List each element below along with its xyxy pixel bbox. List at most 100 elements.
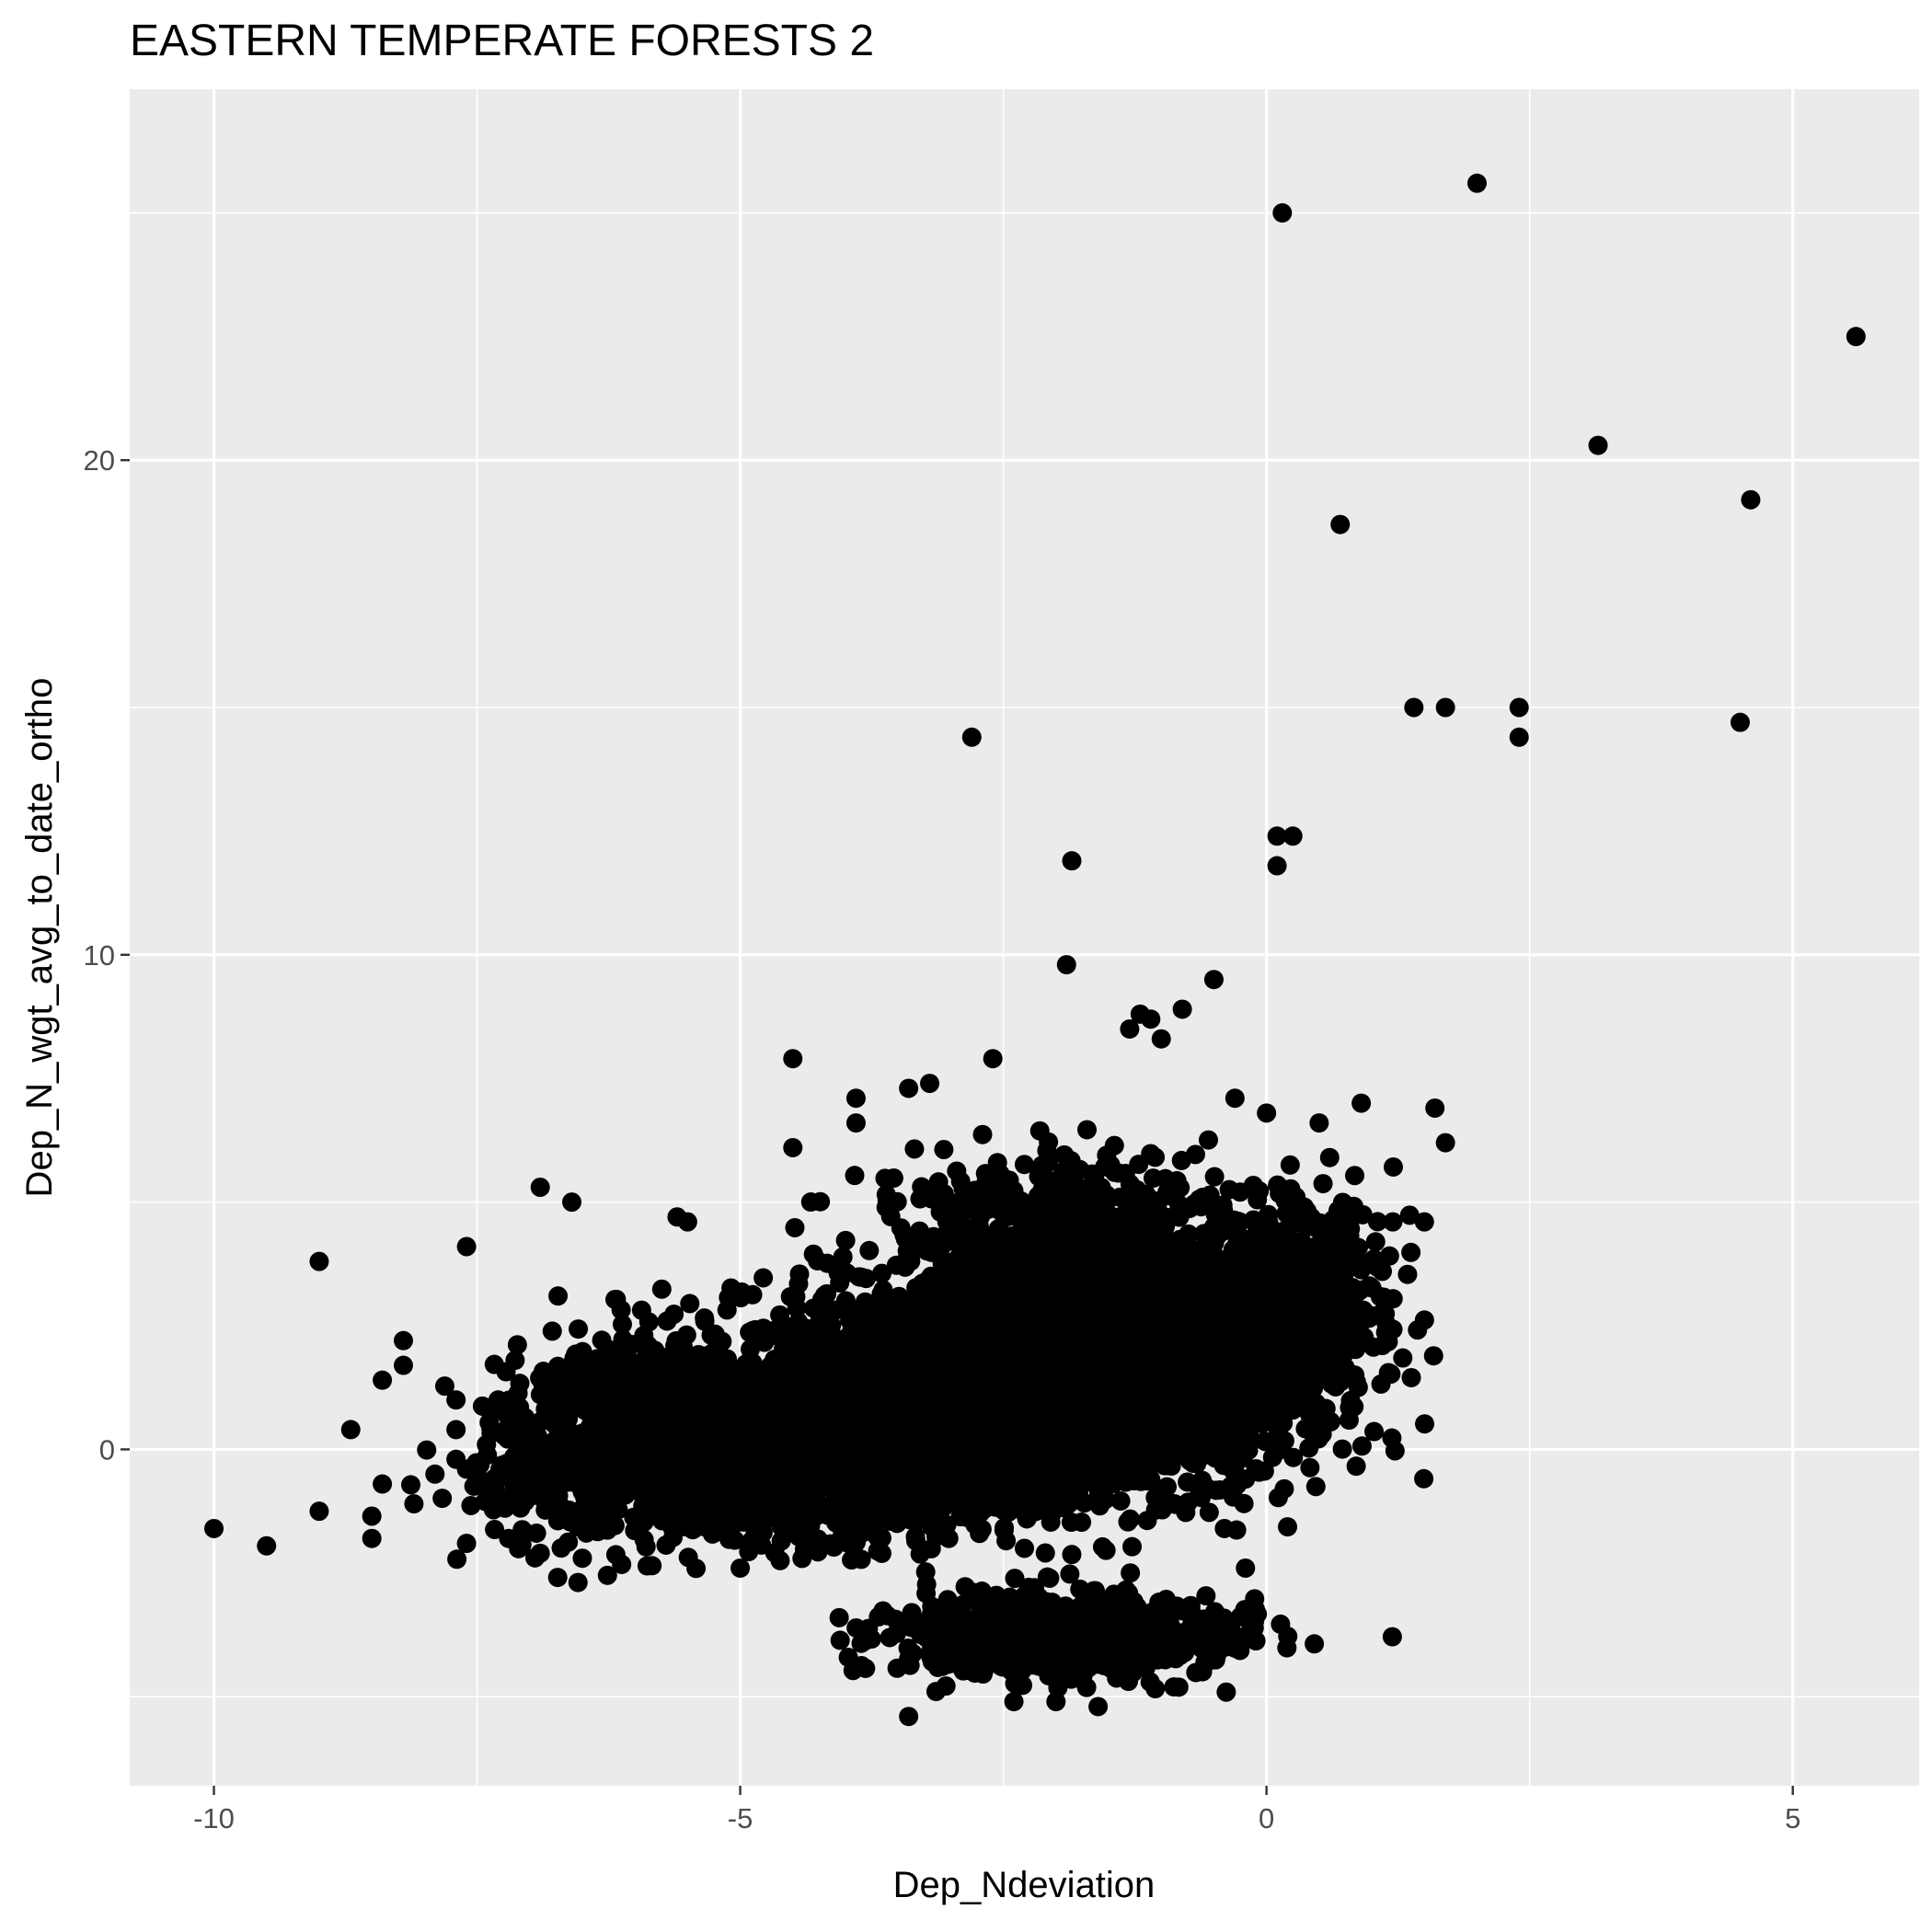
data-point (884, 1476, 904, 1496)
data-point (719, 1529, 740, 1549)
data-point (1408, 1320, 1428, 1340)
data-point (1050, 1411, 1070, 1432)
data-point (883, 1510, 903, 1530)
data-point (605, 1545, 626, 1565)
data-point (792, 1328, 812, 1349)
data-point (680, 1294, 700, 1314)
data-point (1122, 1536, 1143, 1557)
data-point (849, 1372, 869, 1392)
data-point (895, 1497, 915, 1517)
data-point (1339, 1410, 1359, 1431)
data-point (905, 1526, 926, 1547)
data-point (816, 1346, 836, 1366)
data-point (417, 1440, 437, 1460)
data-point (788, 1273, 809, 1294)
data-point (799, 1468, 819, 1489)
data-point (857, 1479, 877, 1500)
data-point (1104, 1473, 1124, 1493)
data-point (944, 1470, 964, 1490)
data-point (1223, 1487, 1243, 1507)
data-point (651, 1279, 672, 1299)
data-point (919, 1512, 939, 1532)
data-point (871, 1283, 891, 1304)
data-point (781, 1386, 801, 1406)
data-point (721, 1278, 742, 1298)
data-point (930, 1441, 950, 1461)
data-point (1199, 1502, 1219, 1523)
data-point (787, 1298, 807, 1318)
data-point (857, 1388, 877, 1409)
data-point (447, 1549, 467, 1570)
data-point (753, 1388, 774, 1409)
data-point (765, 1319, 786, 1340)
data-point (1305, 1477, 1326, 1497)
data-point (597, 1565, 617, 1585)
data-point (1035, 1543, 1055, 1563)
data-point (753, 1268, 774, 1288)
data-point (1401, 1367, 1421, 1387)
data-point (857, 1458, 877, 1478)
data-point (942, 1430, 962, 1450)
data-point (1137, 1511, 1157, 1531)
data-point (1161, 1456, 1181, 1477)
data-point (895, 1455, 915, 1476)
data-point (835, 1230, 856, 1250)
data-point (803, 1244, 823, 1264)
data-point (1278, 1517, 1298, 1537)
data-point (1119, 1447, 1139, 1467)
data-point (983, 1449, 1003, 1469)
data-point (1062, 1545, 1082, 1565)
data-point (996, 1531, 1017, 1551)
chart-title: EASTERN TEMPERATE FORESTS 2 (130, 17, 874, 65)
data-point (1364, 1421, 1385, 1442)
data-point (1166, 1494, 1186, 1514)
data-point (472, 1396, 492, 1416)
data-point (1042, 1475, 1063, 1495)
data-point (914, 1496, 935, 1516)
data-point (1072, 1512, 1092, 1533)
data-point (1060, 1564, 1080, 1584)
data-point (1382, 1428, 1402, 1448)
data-point (1009, 1484, 1029, 1504)
data-point (822, 1469, 842, 1489)
data-point (1157, 1477, 1178, 1497)
data-point (1009, 1451, 1029, 1471)
data-point (1205, 1448, 1225, 1468)
data-point (964, 1411, 984, 1432)
data-point (860, 1505, 880, 1525)
data-point (771, 1517, 791, 1537)
data-point (868, 1541, 888, 1561)
data-point (1189, 1486, 1209, 1506)
data-point (811, 1290, 832, 1310)
data-point (912, 1440, 932, 1460)
data-point (695, 1311, 715, 1331)
data-point (1414, 1468, 1434, 1489)
data-point (678, 1547, 698, 1568)
data-point (739, 1542, 759, 1562)
data-point (873, 1456, 893, 1477)
data-point (835, 1299, 856, 1319)
data-point (1089, 1486, 1110, 1506)
data-point (1066, 1427, 1087, 1447)
data-point (846, 1336, 867, 1356)
data-point (745, 1319, 765, 1340)
data-point (1048, 1455, 1068, 1476)
data-point (1178, 1472, 1198, 1492)
data-point (1274, 1478, 1294, 1499)
data-point (813, 1428, 834, 1448)
data-point (806, 1399, 826, 1420)
data-point (970, 1503, 990, 1524)
data-point (976, 1435, 996, 1455)
data-point (815, 1448, 835, 1468)
data-point (1092, 1536, 1112, 1557)
data-point (816, 1371, 836, 1391)
data-point (838, 1455, 858, 1475)
plot-panel (130, 89, 1919, 1786)
data-point (890, 1357, 910, 1377)
data-point (612, 1314, 632, 1334)
data-point (837, 1497, 857, 1517)
data-point (1023, 1452, 1043, 1472)
data-point (995, 1497, 1015, 1517)
